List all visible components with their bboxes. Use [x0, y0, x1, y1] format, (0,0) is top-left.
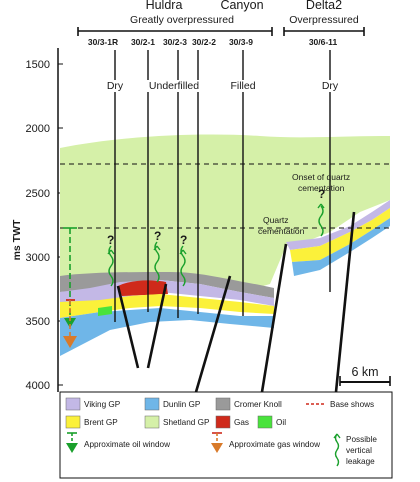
oil-layer	[98, 306, 112, 316]
field-label-delta2: Delta2	[306, 0, 342, 12]
delta2-dunlin-layer	[292, 218, 390, 276]
question-mark: ?	[107, 233, 114, 247]
legend-label-oil-window: Approximate oil window	[84, 440, 170, 449]
legend-oil-window: Approximate oil window	[66, 432, 170, 453]
scale-label: 6 km	[351, 365, 378, 379]
well-name: 30/2-2	[192, 37, 216, 47]
brent-group-layer	[60, 294, 274, 318]
legend-swatch-brent	[65, 415, 81, 429]
tick-label: 3000	[26, 252, 50, 264]
viking-group-layer	[60, 280, 274, 306]
field-label-huldra: Huldra	[146, 0, 183, 12]
legend-label-brent: Brent GP	[84, 418, 118, 427]
onset-quartz-label-2: cementation	[298, 183, 345, 193]
well-status-labels: Dry Underfilled Filled Dry	[107, 80, 339, 92]
well-name: 30/2-3	[163, 37, 187, 47]
legend-label-leakage-1: Possible	[346, 435, 377, 444]
delta2-brent-layer	[290, 208, 390, 262]
onset-quartz-label-1: Onset of quartz	[292, 172, 350, 182]
legend-swatch-cromer	[215, 397, 231, 411]
legend-label-leakage-2: vertical	[346, 446, 372, 455]
well-name: 30/2-1	[131, 37, 155, 47]
quartz-label-1: Quartz	[263, 215, 289, 225]
group-bracket-right	[283, 27, 365, 36]
legend-row-1: Viking GP Dunlin GP Cromer Knoll Base sh…	[65, 397, 374, 411]
group-label-greatly-overpressured: Greatly overpressured	[130, 14, 234, 26]
scale-bar: 6 km	[339, 365, 391, 386]
legend-swatch-dunlin	[144, 397, 160, 411]
tick-label: 3500	[26, 316, 50, 328]
gas-window-marker	[63, 299, 77, 348]
group-label-overpressured: Overpressured	[289, 14, 359, 26]
quartz-label-2: cementation	[258, 226, 305, 236]
legend-label-gas-window: Approximate gas window	[229, 440, 320, 449]
well-name: 30/3-9	[229, 37, 253, 47]
faults	[116, 211, 356, 393]
legend-label-viking: Viking GP	[84, 400, 121, 409]
question-marks: ? ? ? ?	[107, 187, 325, 247]
tick-label: 2000	[26, 123, 50, 135]
legend-swatch-oil	[257, 415, 273, 429]
legend-label-oil: Oil	[276, 418, 286, 427]
well-names: 30/3-1R 30/2-1 30/2-3 30/2-2 30/3-9 30/6…	[88, 37, 338, 47]
field-label-canyon: Canyon	[220, 0, 263, 12]
legend-label-cromer: Cromer Knoll	[234, 400, 282, 409]
legend-swatch-gas	[215, 415, 231, 429]
shetland-group-layer	[60, 134, 390, 290]
legend-row-2: Brent GP Shetland GP Gas Oil	[65, 415, 286, 429]
gas-layer	[118, 280, 168, 296]
well-lines	[114, 50, 331, 322]
legend-label-shetland: Shetland GP	[163, 418, 210, 427]
well-status-dry: Dry	[322, 80, 339, 92]
leakage-markers	[107, 203, 325, 287]
legend-leakage: Possible vertical leakage	[333, 433, 377, 467]
question-mark: ?	[318, 187, 325, 201]
legend-label-gas: Gas	[234, 418, 249, 427]
y-axis-title: ms TWT	[11, 219, 23, 260]
tick-label: 1500	[26, 59, 50, 71]
tick-label: 2500	[26, 188, 50, 200]
legend-gas-window: Approximate gas window	[211, 432, 320, 453]
tick-label: 4000	[26, 380, 50, 392]
well-name: 30/6-11	[309, 37, 338, 47]
well-status-filled: Filled	[230, 80, 255, 92]
question-mark: ?	[180, 233, 187, 247]
legend-label-base-shows: Base shows	[330, 400, 374, 409]
well-status-underfilled: Underfilled	[149, 80, 199, 92]
legend-label-leakage-3: leakage	[346, 457, 375, 466]
legend-label-dunlin: Dunlin GP	[163, 400, 201, 409]
question-mark: ?	[154, 229, 161, 243]
y-axis-ticks: 1500 2000 2500 3000 3500 4000	[26, 59, 63, 392]
dunlin-group-layer	[60, 308, 274, 356]
legend-swatch-viking	[65, 397, 81, 411]
well-status-dry: Dry	[107, 80, 124, 92]
legend-swatch-shetland	[144, 415, 160, 429]
well-name: 30/3-1R	[88, 37, 118, 47]
group-bracket-left	[77, 27, 273, 36]
delta2-viking-layer	[286, 200, 390, 250]
cromer-knoll-layer	[60, 272, 274, 298]
